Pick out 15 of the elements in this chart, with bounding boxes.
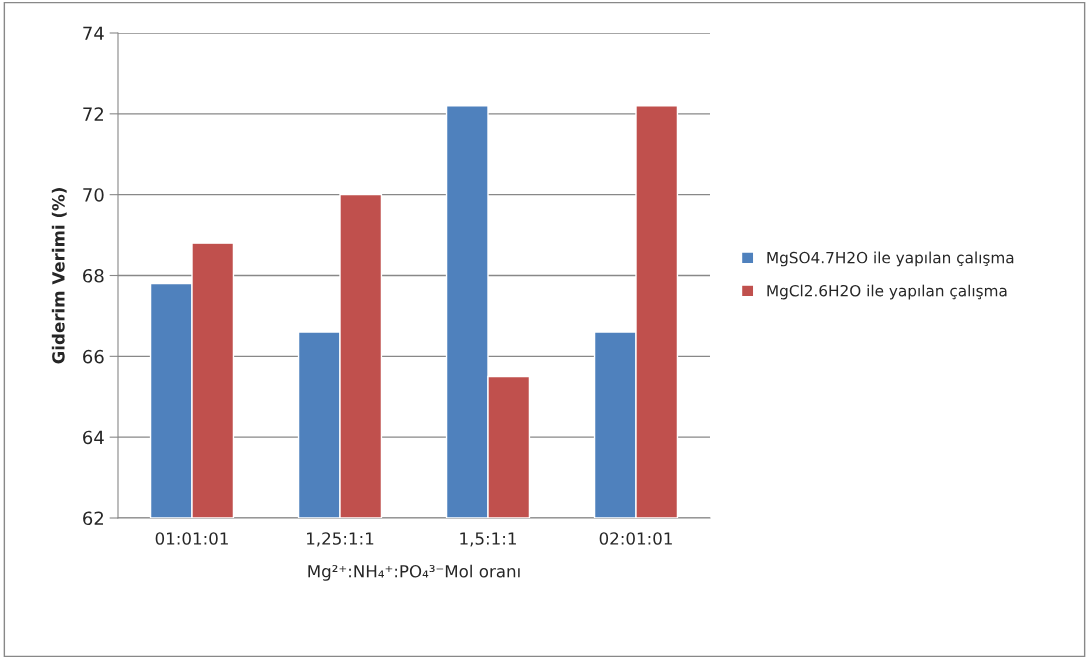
x-tick-label: 01:01:01 [155,532,228,545]
legend-label: MgCl2.6H2O ile yapılan çalışma [767,284,1007,300]
y-tick-label: 66 [83,349,104,364]
y-tick-label: 70 [83,188,104,202]
x-tick-label: 1,25:1:1 [307,532,374,547]
y-tick-label: 64 [83,430,104,445]
legend-label: MgSO4.7H2O ile yapılan çalışma [767,251,1014,267]
y-tick-label: 62 [83,511,103,526]
x-tick-label: 1,5:1:1 [460,532,516,547]
y-tick-label: 74 [83,26,104,40]
y-tick-label: 72 [83,107,103,121]
y-tick-label: 68 [83,268,104,283]
x-axis-title: Mg²⁺:NH₄⁺:PO₄³⁻Mol oranı [308,564,520,581]
y-axis-title: Giderim Verimi (%) [51,188,67,364]
x-tick-label: 02:01:01 [599,532,672,545]
